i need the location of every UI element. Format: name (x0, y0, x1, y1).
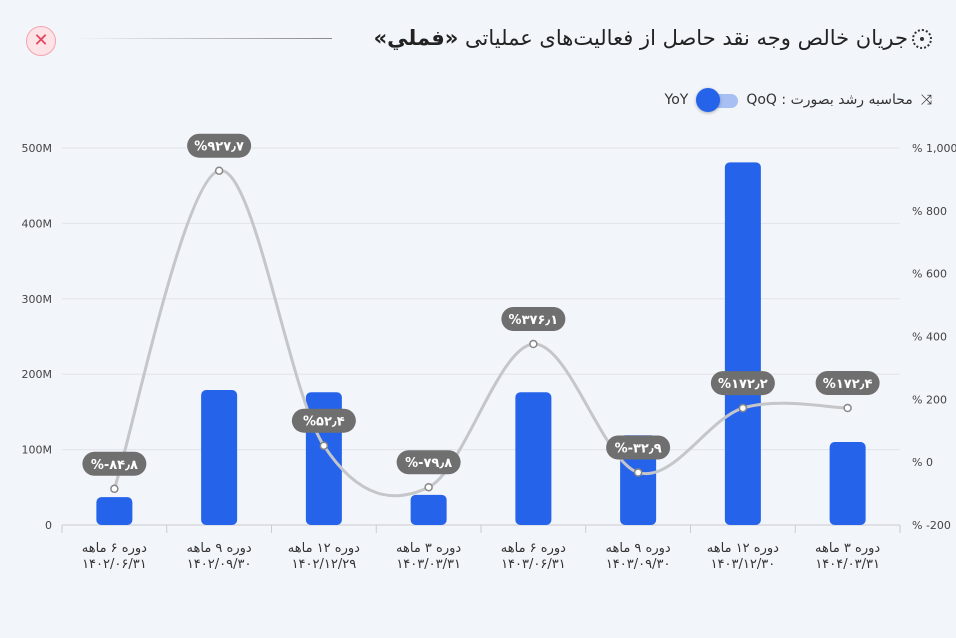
page-title: جریان خالص وجه نقد حاصل از فعالیت‌های عم… (374, 26, 908, 50)
bar (96, 497, 133, 525)
x-label-period: دوره ۳ ماهه (815, 541, 880, 556)
x-label-date: ۱۴۰۲/۰۶/۳۱ (82, 557, 147, 572)
growth-label: محاسبه رشد بصورت : QoQ (746, 92, 913, 108)
x-label-period: دوره ۶ ماهه (82, 541, 147, 556)
growth-point (529, 339, 538, 349)
growth-point (633, 468, 643, 477)
left-tick-label: 500M (22, 142, 53, 155)
growth-label-bg (815, 371, 880, 396)
growth-label: %-۳۲٫۹ (615, 442, 662, 457)
x-label-date: ۱۴۰۲/۰۹/۳۰ (187, 557, 252, 572)
title-divider (76, 38, 332, 39)
growth-label-bg (501, 307, 566, 332)
x-label-period: دوره ۳ ماهه (396, 541, 461, 556)
growth-label: %۳۷۶٫۱ (509, 313, 559, 328)
growth-alt-label: YoY (664, 92, 689, 108)
growth-point (214, 166, 224, 175)
x-label-date: ۱۴۰۳/۰۳/۳۱ (396, 557, 461, 572)
bar (201, 390, 238, 525)
title-symbol: «فملي» (373, 26, 459, 50)
x-label-period: دوره ۹ ماهه (187, 541, 252, 556)
x-label-period: دوره ۱۲ ماهه (707, 541, 779, 556)
growth-label-bg (82, 451, 147, 476)
right-tick-label: % -200 (912, 519, 951, 532)
x-label-period: دوره ۹ ماهه (606, 541, 671, 556)
right-tick-label: % 600 (912, 268, 947, 281)
growth-label: %-۷۹٫۸ (405, 456, 452, 471)
bar (410, 494, 447, 525)
left-tick-label: 0 (45, 519, 52, 532)
growth-label: %۱۷۲٫۲ (718, 377, 768, 392)
right-tick-label: % 200 (912, 393, 947, 406)
growth-mode: ⤨ محاسبه رشد بصورت : QoQ YoY (664, 88, 932, 112)
growth-label: %۹۲۷٫۷ (194, 140, 244, 155)
title-text: جریان خالص وجه نقد حاصل از فعالیت‌های عم… (465, 26, 908, 50)
growth-label: %۱۷۲٫۴ (823, 377, 873, 392)
close-icon: ✕ (33, 30, 49, 51)
bar (829, 442, 866, 525)
x-label-date: ۱۴۰۳/۱۲/۳۰ (711, 557, 776, 572)
growth-label-bg (396, 450, 461, 475)
x-label-date: ۱۴۰۳/۰۶/۳۱ (501, 557, 566, 572)
x-label-date: ۱۴۰۴/۰۳/۳۱ (815, 557, 880, 572)
header: ✕ جریان خالص وجه نقد حاصل از فعالیت‌های … (24, 24, 932, 56)
growth-label-bg (606, 435, 671, 460)
x-label-date: ۱۴۰۳/۰۹/۳۰ (606, 557, 671, 572)
trend-icon: ⤨ (920, 92, 932, 108)
x-label-period: دوره ۶ ماهه (501, 541, 566, 556)
close-button[interactable]: ✕ (26, 26, 56, 56)
right-tick-label: % 1,000 (912, 142, 956, 155)
bar (515, 392, 552, 525)
growth-point (738, 403, 748, 413)
x-label-date: ۱۴۰۲/۱۲/۲۹ (292, 557, 357, 572)
growth-label-bg (187, 133, 252, 158)
growth-point (424, 482, 433, 492)
growth-label-bg (710, 371, 775, 396)
right-tick-label: % 400 (912, 331, 947, 344)
growth-label: %۵۲٫۴ (303, 415, 345, 430)
growth-point (110, 484, 119, 494)
growth-label: %-۸۴٫۸ (91, 458, 138, 473)
growth-point (843, 403, 852, 413)
bar (724, 162, 761, 526)
right-tick-label: % 800 (912, 205, 947, 218)
left-tick-label: 300M (22, 293, 53, 306)
target-icon (912, 29, 932, 49)
growth-point (319, 441, 329, 450)
left-tick-label: 200M (22, 368, 53, 381)
right-tick-label: % 0 (912, 456, 933, 469)
x-label-period: دوره ۱۲ ماهه (288, 541, 360, 556)
left-tick-label: 400M (22, 217, 53, 230)
left-tick-label: 100M (22, 444, 53, 457)
growth-label-bg (291, 408, 356, 433)
growth-toggle[interactable] (696, 88, 739, 112)
